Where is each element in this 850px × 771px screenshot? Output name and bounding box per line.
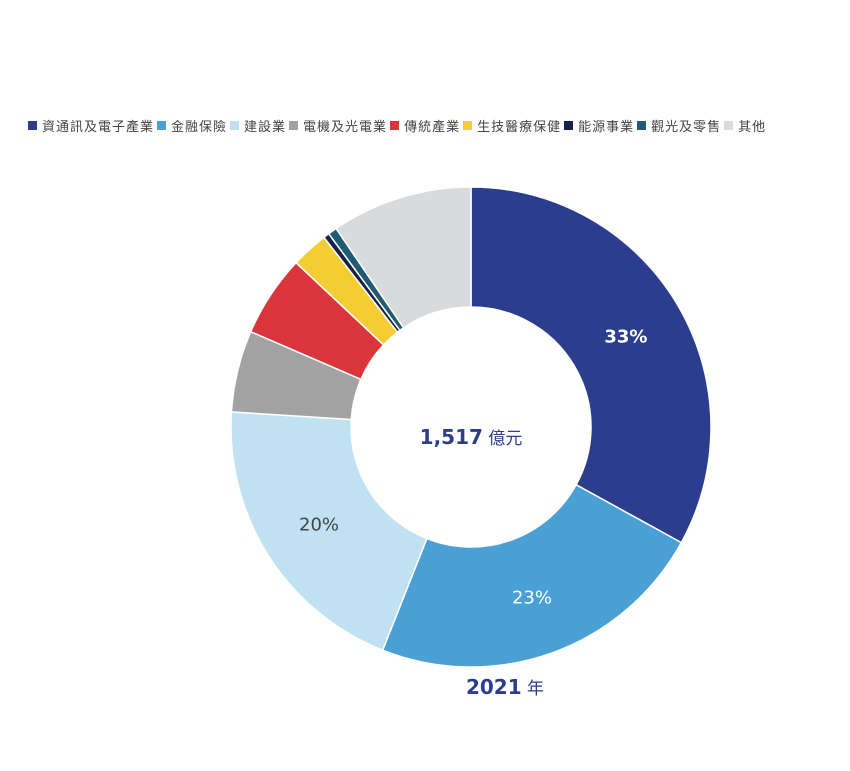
- legend-label: 建設業: [244, 120, 287, 135]
- legend-item: 生技醫療保健: [463, 116, 561, 135]
- legend-label: 其他: [738, 120, 767, 135]
- legend-swatch: [463, 121, 473, 130]
- legend-item: 觀光及零售: [637, 116, 721, 135]
- legend-item: 資通訊及電子產業: [28, 116, 154, 135]
- legend-swatch: [564, 121, 574, 130]
- data-label: 20%: [299, 514, 339, 535]
- legend: 資通訊及電子產業 金融保險 建設業 電機及光電業 傳統產業 生技醫療保健 能源事業 觀光及零售…: [28, 116, 769, 135]
- legend-label: 金融保險: [171, 120, 228, 135]
- legend-swatch: [289, 121, 299, 130]
- legend-label: 電機及光電業: [303, 120, 388, 135]
- year-label: 2021 年: [466, 675, 544, 699]
- legend-item: 建設業: [230, 116, 286, 135]
- legend-label: 觀光及零售: [651, 120, 722, 135]
- legend-item: 能源事業: [564, 116, 634, 135]
- legend-swatch: [724, 121, 734, 130]
- slice-1: [381, 483, 683, 668]
- legend-swatch: [157, 121, 167, 130]
- legend-swatch: [230, 121, 240, 130]
- slice-8: [335, 186, 472, 329]
- data-label: 33%: [604, 326, 647, 347]
- legend-item: 金融保險: [157, 116, 227, 135]
- legend-swatch: [637, 121, 647, 130]
- legend-swatch: [390, 121, 400, 130]
- legend-item: 傳統產業: [390, 116, 460, 135]
- legend-item: 電機及光電業: [289, 116, 387, 135]
- legend-label: 生技醫療保健: [477, 120, 562, 135]
- legend-swatch: [28, 121, 37, 130]
- legend-label: 資通訊及電子產業: [42, 120, 155, 135]
- slice-2: [230, 411, 428, 652]
- legend-label: 能源事業: [578, 120, 635, 135]
- data-label: 23%: [512, 587, 552, 608]
- slice-0: [470, 186, 712, 544]
- legend-label: 傳統產業: [404, 120, 461, 135]
- center-total-label: 1,517 億元: [420, 425, 523, 449]
- legend-item: 其他: [724, 116, 766, 135]
